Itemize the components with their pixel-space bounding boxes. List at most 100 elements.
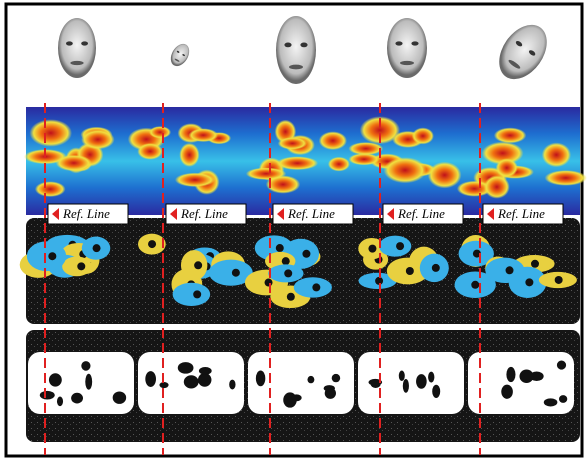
hole	[81, 361, 90, 371]
hot-blob	[179, 143, 199, 167]
hot-blob	[149, 126, 171, 138]
hole	[49, 373, 62, 386]
mid-blob	[173, 283, 211, 306]
hot-blob	[29, 119, 72, 147]
hot-blob	[56, 155, 92, 171]
hole	[324, 385, 335, 392]
face-shape	[387, 18, 427, 78]
hot-blob	[348, 142, 383, 155]
mouth	[400, 61, 414, 65]
eye	[66, 41, 73, 45]
binary-blobs	[28, 352, 574, 414]
hole	[403, 379, 409, 393]
hole	[48, 252, 56, 260]
eye	[411, 41, 418, 45]
hole	[57, 397, 63, 407]
eye	[300, 43, 307, 48]
hot-blob	[496, 158, 518, 177]
face-shape	[58, 18, 96, 78]
mid-blob	[62, 256, 91, 276]
hole	[406, 267, 414, 275]
hole	[506, 266, 514, 274]
hole	[194, 261, 202, 269]
hot-blob	[175, 173, 215, 187]
hot-blob	[542, 143, 571, 168]
hole	[307, 376, 314, 383]
white-band	[468, 352, 574, 414]
ref-label: Ref. Line	[397, 206, 445, 221]
hot-blob	[81, 130, 114, 150]
hole	[284, 269, 292, 277]
hole	[198, 373, 212, 387]
hole	[312, 283, 320, 291]
hot-blob	[428, 162, 462, 189]
ref-label: Ref. Line	[497, 206, 545, 221]
hole	[525, 278, 533, 286]
face	[276, 16, 316, 84]
mid-blob	[27, 241, 66, 271]
hole	[332, 374, 340, 382]
hole	[506, 367, 515, 382]
mouth	[289, 65, 303, 70]
hot-blob	[246, 167, 286, 179]
hole	[287, 293, 295, 301]
hole	[416, 374, 427, 389]
hole	[232, 269, 240, 277]
hole	[265, 279, 273, 287]
hole	[557, 360, 566, 369]
hot-blob	[328, 157, 350, 172]
eye	[284, 43, 291, 48]
hot-blob	[188, 128, 218, 142]
hole	[148, 240, 156, 248]
hole	[519, 369, 533, 383]
hole	[396, 242, 404, 250]
eye	[81, 41, 88, 45]
figure: Ref. LineRef. LineRef. LineRef. LineRef.…	[0, 0, 588, 461]
hole	[531, 260, 539, 268]
hole	[302, 250, 310, 258]
hot-blob	[319, 131, 347, 150]
hole	[229, 380, 235, 390]
hole	[184, 375, 199, 388]
hole	[368, 245, 376, 253]
hot-blob	[494, 128, 526, 144]
eye	[395, 41, 402, 45]
mouth	[70, 61, 83, 65]
hole	[113, 391, 126, 403]
hole	[178, 362, 194, 374]
hole	[71, 393, 83, 404]
hole	[40, 391, 55, 400]
hole	[544, 398, 558, 406]
mid-blob	[485, 258, 524, 283]
hole	[199, 367, 212, 375]
hole	[145, 371, 156, 387]
hole	[399, 371, 405, 382]
hole	[77, 262, 85, 270]
face	[58, 18, 96, 78]
hole	[471, 281, 479, 289]
face	[387, 18, 427, 78]
hole	[291, 394, 301, 401]
ref-label: Ref. Line	[62, 206, 110, 221]
hot-blob	[277, 156, 319, 170]
hole	[432, 385, 440, 398]
hole	[159, 382, 168, 388]
hot-blob	[412, 128, 434, 145]
mid-blob	[379, 236, 411, 257]
white-band	[28, 352, 134, 414]
hole	[282, 257, 290, 265]
hole	[432, 264, 440, 272]
hole	[256, 370, 265, 386]
ref-label: Ref. Line	[287, 206, 335, 221]
hot-blob	[384, 157, 427, 183]
hole	[276, 244, 284, 252]
hot-blob	[484, 175, 510, 199]
hole	[93, 244, 101, 252]
hot-blob	[35, 181, 66, 197]
hole	[501, 385, 513, 399]
hot-blob	[137, 143, 163, 160]
hole	[555, 276, 563, 284]
hot-blob	[545, 170, 587, 186]
face-shape	[276, 16, 316, 84]
hot-blob	[278, 137, 307, 150]
